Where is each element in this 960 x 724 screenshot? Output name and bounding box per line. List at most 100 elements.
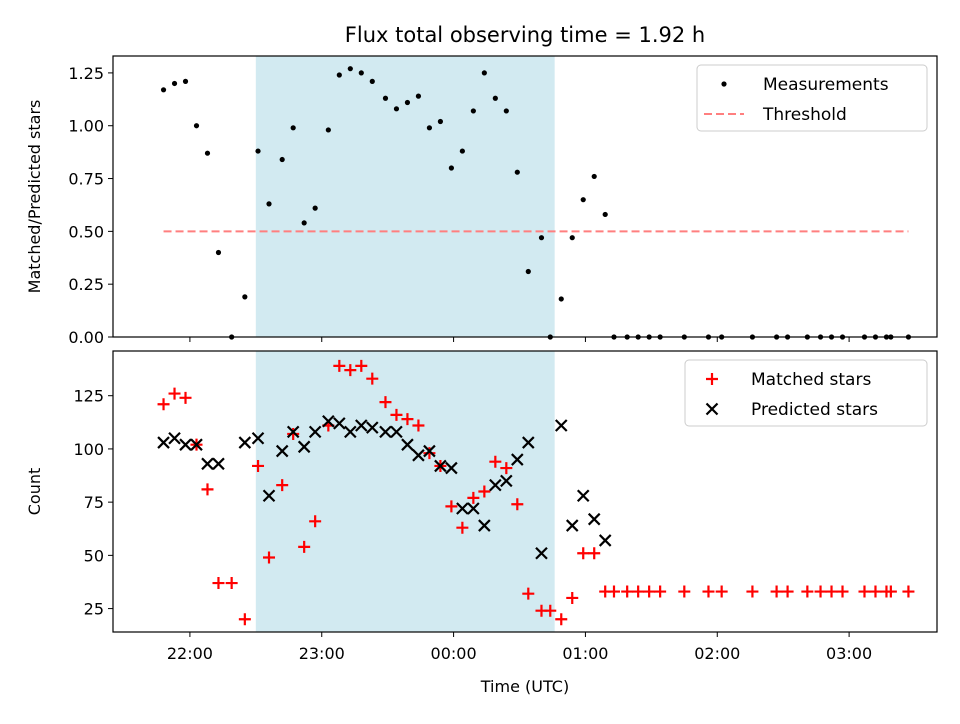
predicted-point <box>535 546 548 560</box>
x-tick-label: 03:00 <box>826 644 872 663</box>
matched-point <box>621 585 634 598</box>
matched-point <box>654 585 667 598</box>
x-tick-label: 22:00 <box>167 644 213 663</box>
matched-point <box>333 359 346 372</box>
predicted-point <box>212 457 225 471</box>
measurement-point <box>290 125 296 131</box>
measurement-point <box>347 66 353 72</box>
matched-point <box>746 585 759 598</box>
predicted-point <box>412 449 425 462</box>
measurement-point <box>182 78 189 84</box>
bottom-y-axis-label: Count <box>25 468 44 516</box>
measurement-point <box>215 249 222 256</box>
x-axis-label: Time (UTC) <box>480 677 569 696</box>
matched-point <box>355 359 368 372</box>
matched-point <box>445 500 458 513</box>
bottom-y-tick-label: 125 <box>73 387 104 406</box>
top-y-tick-label: 0.75 <box>68 170 104 189</box>
predicted-point <box>201 457 214 471</box>
measurement-point <box>602 211 608 218</box>
bottom-y-tick-label: 25 <box>84 600 104 619</box>
matched-point <box>607 585 620 598</box>
bottom-series-matched-stars <box>157 359 915 626</box>
measurement-point <box>393 106 400 112</box>
matched-point <box>276 479 289 492</box>
measurement-point <box>266 201 272 207</box>
matched-point <box>825 585 838 598</box>
predicted-point <box>157 436 170 449</box>
measurement-point <box>503 108 509 114</box>
predicted-point <box>344 425 357 439</box>
predicted-point <box>489 478 502 492</box>
matched-point <box>588 547 601 560</box>
measurement-point <box>279 156 285 163</box>
legend-entry: Predicted stars <box>751 400 878 420</box>
top-y-tick-label: 0.25 <box>68 275 104 294</box>
predicted-point <box>598 534 612 547</box>
matched-point <box>814 585 827 598</box>
predicted-point <box>179 438 192 451</box>
top-panel: 0.00 0.25 0.50 0.75 1.00 1.25 Matched/Predicte… <box>25 55 938 347</box>
top-y-tick-label: 0.50 <box>68 222 104 241</box>
bottom-legend: Matched stars Predicted stars <box>684 359 928 427</box>
legend-entry: Measurements <box>763 75 889 95</box>
matched-point <box>309 515 322 528</box>
predicted-point <box>366 421 379 434</box>
matched-point <box>555 613 568 626</box>
measurement-point <box>160 87 167 93</box>
predicted-point <box>456 502 469 515</box>
measurement-point <box>404 99 411 106</box>
matched-point <box>869 585 882 598</box>
measurement-point <box>336 72 342 78</box>
matched-point <box>366 372 379 385</box>
measurement-point <box>492 95 498 101</box>
predicted-point <box>467 502 480 515</box>
matched-point <box>212 577 225 590</box>
legend-marker <box>721 81 727 87</box>
measurement-point <box>525 268 531 275</box>
top-y-tick-label: 1.00 <box>68 117 104 136</box>
predicted-point <box>576 489 590 503</box>
matched-point <box>522 587 535 600</box>
predicted-point <box>190 438 203 451</box>
measurement-point <box>437 118 444 125</box>
matched-point <box>678 585 691 598</box>
matched-point <box>489 455 502 468</box>
predicted-point <box>297 440 311 454</box>
matched-point <box>456 521 469 534</box>
matched-point <box>500 462 513 475</box>
predicted-point <box>322 414 335 428</box>
bottom-y-tick-label: 100 <box>73 440 104 459</box>
measurement-point <box>591 173 597 180</box>
measurement-point <box>382 95 389 101</box>
matched-point <box>252 459 265 472</box>
matched-point <box>643 585 656 598</box>
predicted-point <box>434 459 447 473</box>
top-y-axis-label: Matched/Predicted stars <box>25 100 44 294</box>
matched-point <box>238 613 251 626</box>
top-axes-frame <box>112 55 938 338</box>
matched-point <box>715 585 728 598</box>
measurement-point <box>242 294 248 300</box>
bottom-series-predicted-stars <box>157 414 612 560</box>
bottom-highlight-span <box>255 351 555 632</box>
bottom-y-tick-label: 75 <box>84 493 104 512</box>
matched-point <box>298 540 311 553</box>
matched-point <box>287 428 300 441</box>
chart-title: Flux total observing time = 1.92 h <box>345 23 705 47</box>
measurement-point <box>301 220 307 226</box>
legend-entry: Matched stars <box>751 370 871 390</box>
legend-box <box>684 359 928 427</box>
measurement-point <box>325 127 331 133</box>
measurement-point <box>569 235 575 241</box>
matched-point <box>801 585 814 598</box>
predicted-point <box>522 436 535 449</box>
matched-point <box>401 413 414 426</box>
predicted-point <box>401 438 414 451</box>
measurement-point <box>312 205 318 211</box>
measurement-point <box>255 148 261 154</box>
matched-point <box>390 408 403 421</box>
predicted-point <box>308 425 322 439</box>
measurement-point <box>459 148 465 154</box>
matched-point <box>168 387 181 400</box>
